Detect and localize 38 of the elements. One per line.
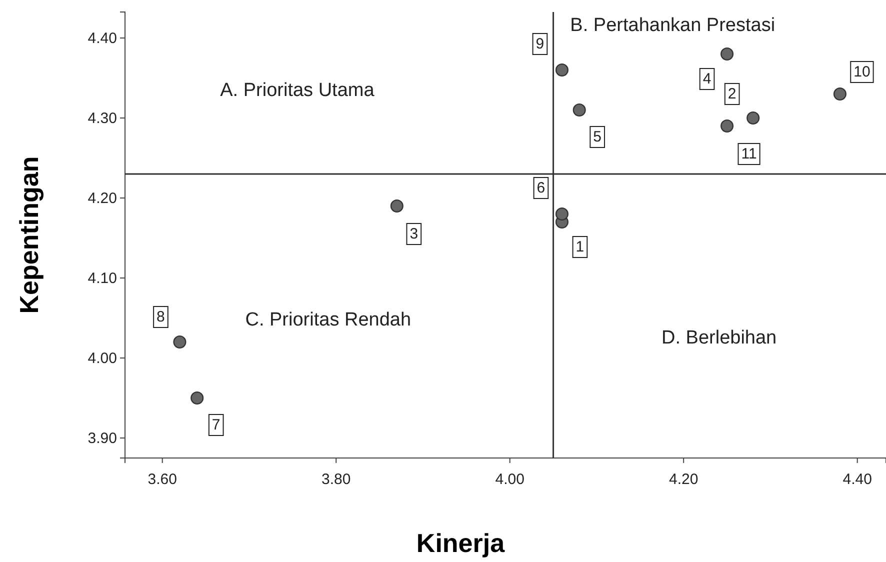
annotation: A. Prioritas Utama (220, 80, 375, 101)
annotation: 8 (156, 308, 165, 326)
annotation: 11 (741, 146, 757, 162)
point (390, 199, 404, 213)
y-tick-label: 4.40 (88, 30, 117, 47)
x-tick-label: 4.40 (842, 471, 872, 488)
x-tick-label: 3.80 (322, 471, 351, 488)
annotation: B. Pertahankan Prestasi (570, 15, 776, 36)
annotation: 9 (536, 36, 544, 52)
annotation: 1 (576, 238, 584, 256)
x-tick-label: 4.00 (495, 471, 524, 488)
annotation: 7 (212, 416, 220, 434)
point (746, 111, 760, 125)
annotation: 5 (593, 128, 602, 146)
y-tick-label: 4.00 (88, 350, 117, 367)
y-tick-label: 4.10 (88, 270, 117, 287)
annotation: 6 (536, 180, 546, 196)
point (720, 119, 734, 133)
annotation: 3 (410, 226, 418, 242)
x-tick-label: 3.60 (148, 471, 177, 488)
y-tick-label: 4.30 (88, 110, 117, 127)
annotation: D. Berlebihan (662, 327, 777, 348)
point (173, 335, 186, 349)
y-tick-label: 3.90 (88, 430, 117, 447)
annotation: 10 (854, 64, 870, 80)
annotation: 2 (728, 86, 736, 102)
point (833, 87, 846, 101)
point (555, 207, 568, 221)
x-axis-title: Kinerja (416, 528, 506, 558)
y-axis-title: Kepentingan (14, 156, 44, 314)
point (720, 47, 734, 61)
annotation: 4 (702, 70, 712, 88)
annotation: C. Prioritas Rendah (245, 310, 412, 331)
x-tick-label: 4.20 (668, 471, 698, 488)
point (555, 63, 568, 77)
y-tick-label: 4.20 (88, 190, 117, 207)
point (572, 103, 586, 117)
point (190, 391, 204, 405)
